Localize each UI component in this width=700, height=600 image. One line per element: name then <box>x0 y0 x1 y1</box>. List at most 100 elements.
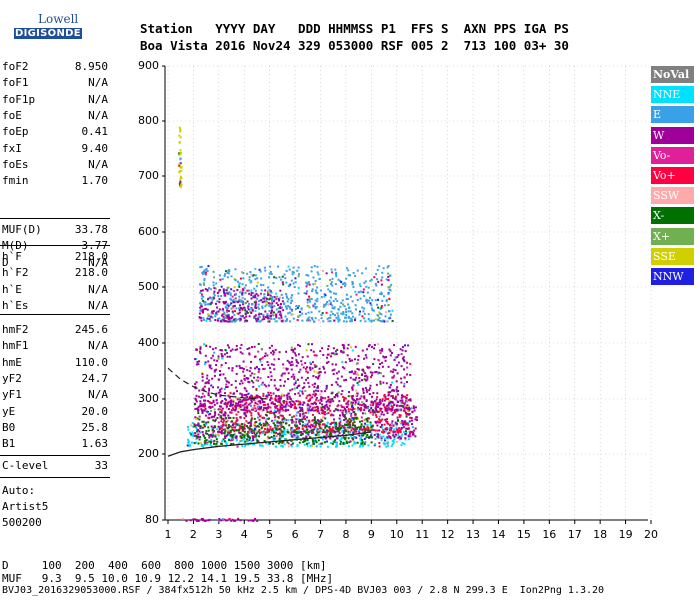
scatter-point <box>179 149 182 152</box>
scatter-point <box>331 277 334 280</box>
scatter-point <box>350 419 353 422</box>
scatter-point <box>256 396 259 399</box>
scatter-point <box>376 435 379 438</box>
scatter-point <box>325 272 328 275</box>
scatter-point <box>344 409 347 412</box>
scatter-point <box>281 441 284 444</box>
scatter-point <box>253 432 256 435</box>
scatter-point <box>289 432 292 435</box>
scatter-point <box>368 296 371 299</box>
scatter-point <box>239 277 242 280</box>
scatter-point <box>374 420 377 423</box>
scatter-point <box>227 401 230 404</box>
scatter-point <box>331 307 334 310</box>
scatter-point <box>334 439 337 442</box>
scatter-point <box>380 435 383 438</box>
scatter-point <box>269 294 272 297</box>
scatter-point <box>318 443 321 446</box>
scatter-point <box>358 429 361 432</box>
scatter-point <box>252 274 255 277</box>
scatter-point <box>224 428 227 431</box>
scatter-point <box>293 415 296 418</box>
scatter-point <box>331 304 334 307</box>
scatter-point <box>323 423 326 426</box>
scatter-point <box>323 295 326 298</box>
scatter-point <box>406 361 409 364</box>
scatter-point <box>311 428 314 431</box>
scatter-point <box>389 285 392 288</box>
scatter-point <box>313 265 316 268</box>
scatter-point <box>267 293 270 296</box>
scatter-point <box>191 432 194 435</box>
scatter-point <box>235 439 238 442</box>
scatter-point <box>314 306 317 309</box>
scatter-point <box>206 432 209 435</box>
scatter-point <box>352 407 355 410</box>
scatter-point <box>247 519 250 522</box>
scatter-point <box>387 432 390 435</box>
scatter-point <box>395 427 398 430</box>
scatter-point <box>279 384 282 387</box>
scatter-point <box>381 418 384 421</box>
scatter-point <box>298 427 301 430</box>
scatter-point <box>373 343 376 346</box>
scatter-point <box>213 374 216 377</box>
scatter-point <box>252 398 255 401</box>
scatter-point <box>311 402 314 405</box>
scatter-point <box>289 307 292 310</box>
scatter-point <box>199 345 202 348</box>
scatter-point <box>407 435 410 438</box>
scatter-point <box>322 354 325 357</box>
scatter-point <box>210 438 213 441</box>
scatter-point <box>292 282 295 285</box>
scatter-point <box>374 299 377 302</box>
scatter-point <box>255 300 258 303</box>
scatter-point <box>244 445 247 448</box>
scatter-point <box>212 348 215 351</box>
y-tick-label: 800 <box>138 114 159 127</box>
scatter-point <box>279 378 282 381</box>
scatter-point <box>335 316 338 319</box>
scatter-point <box>288 401 291 404</box>
scatter-point <box>311 440 314 443</box>
scatter-point <box>278 396 281 399</box>
scatter-point <box>343 414 346 417</box>
scatter-point <box>281 430 284 433</box>
scatter-point <box>342 406 345 409</box>
scatter-point <box>195 400 198 403</box>
scatter-point <box>220 364 223 367</box>
scatter-point <box>321 416 324 419</box>
scatter-point <box>200 289 203 292</box>
scatter-point <box>333 440 336 443</box>
scatter-point <box>204 273 207 276</box>
scatter-point <box>222 428 225 431</box>
scatter-point <box>222 288 225 291</box>
scatter-point <box>357 383 360 386</box>
scatter-point <box>380 291 383 294</box>
scatter-point <box>209 434 212 437</box>
scatter-point <box>352 418 355 421</box>
scatter-point <box>229 292 232 295</box>
scatter-point <box>367 299 370 302</box>
scatter-point <box>314 409 317 412</box>
scatter-point <box>387 403 390 406</box>
scatter-point <box>288 268 291 271</box>
scatter-point <box>198 316 201 319</box>
scatter-point <box>298 420 301 423</box>
scatter-point <box>399 348 402 351</box>
scatter-point <box>204 442 207 445</box>
scatter-point <box>297 273 300 276</box>
scatter-point <box>394 411 397 414</box>
scatter-point <box>212 433 215 436</box>
param-row-yf2: yF2 24.7 <box>2 372 108 388</box>
scatter-point <box>280 424 283 427</box>
scatter-point <box>381 299 384 302</box>
scatter-point <box>414 406 417 409</box>
scatter-point <box>263 300 266 303</box>
scatter-point <box>332 300 335 303</box>
scatter-point <box>221 318 224 321</box>
scatter-point <box>363 312 366 315</box>
scatter-point <box>275 276 278 279</box>
scatter-point <box>367 313 370 316</box>
scatter-point <box>361 428 364 431</box>
